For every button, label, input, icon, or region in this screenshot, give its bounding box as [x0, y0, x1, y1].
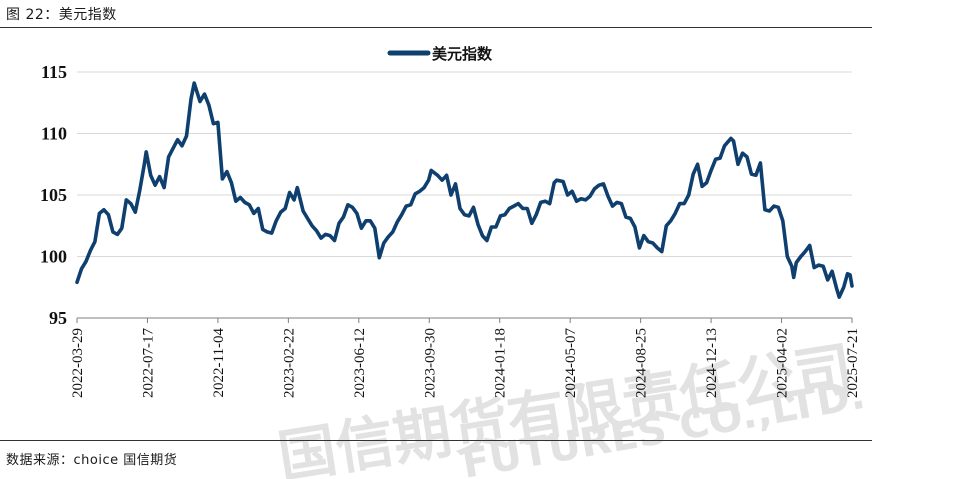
figure-title: 图 22：美元指数 — [6, 7, 117, 23]
gridlines — [77, 71, 852, 257]
x-tick-label: 2024-12-13 — [704, 328, 720, 398]
x-tick-label: 2022-07-17 — [140, 328, 156, 398]
x-tick-label: 2022-03-29 — [70, 328, 86, 398]
x-tick-label: 2025-07-21 — [845, 328, 861, 398]
x-tick-label: 2023-06-12 — [352, 328, 368, 398]
x-tick-label: 2025-04-02 — [775, 328, 791, 398]
top-rule — [0, 27, 872, 28]
series-layer — [75, 81, 854, 299]
x-tick-label: 2024-08-25 — [634, 328, 650, 398]
source-note: 数据来源：choice 国信期货 — [6, 453, 178, 468]
legend: 美元指数 — [387, 45, 493, 63]
legend-label: 美元指数 — [432, 45, 493, 63]
x-tick-label: 2024-05-07 — [563, 328, 579, 398]
series-line-dollar-index — [75, 81, 854, 299]
y-tick-label: 110 — [41, 124, 67, 144]
axes: 95 100 105 110 115 2022-03-29 2022-07-17 2022-1… — [40, 62, 861, 398]
y-tick-label: 100 — [40, 247, 67, 267]
x-tick-label: 2023-02-22 — [281, 328, 297, 398]
x-tick-label: 2022-11-04 — [211, 328, 227, 398]
y-tick-label: 115 — [41, 62, 67, 82]
x-tick-label: 2023-09-30 — [422, 328, 438, 398]
x-tick-label: 2024-01-18 — [493, 328, 509, 398]
y-tick-label: 105 — [40, 185, 67, 205]
y-tick-label: 95 — [49, 308, 67, 328]
bottom-rule — [0, 440, 872, 441]
